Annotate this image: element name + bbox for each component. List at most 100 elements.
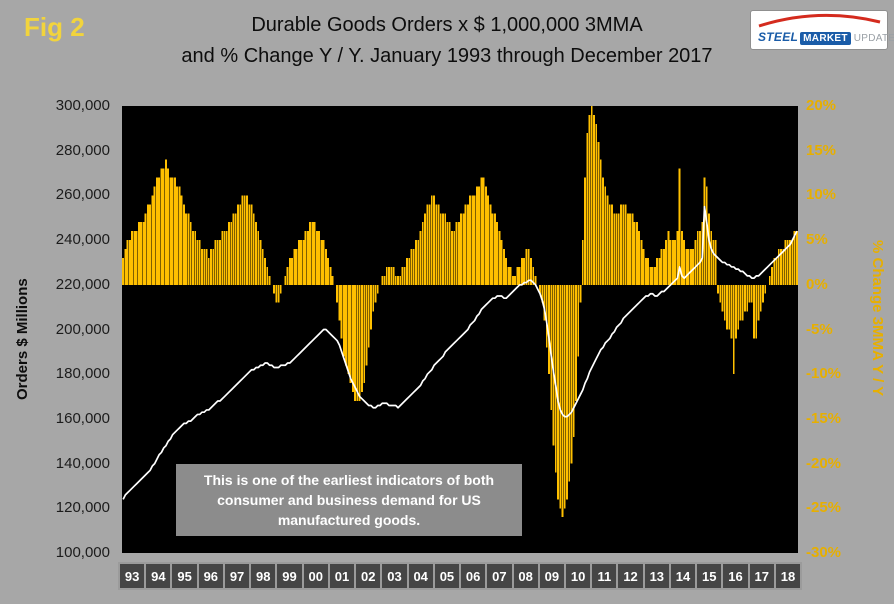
chart-title-line1: Durable Goods Orders x $ 1,000,000 3MMA bbox=[251, 14, 643, 36]
pct-change-bar bbox=[604, 186, 607, 285]
pct-change-bar bbox=[194, 231, 197, 285]
pct-change-bar bbox=[372, 284, 375, 312]
pct-change-bar bbox=[203, 249, 206, 285]
pct-change-bar bbox=[155, 177, 158, 285]
x-axis-year-label: 12 bbox=[618, 564, 643, 588]
pct-change-bar bbox=[563, 284, 566, 509]
pct-change-bar bbox=[261, 249, 264, 285]
pct-change-bar bbox=[793, 231, 796, 285]
pct-change-bar bbox=[401, 266, 404, 285]
pct-change-bar bbox=[151, 195, 154, 285]
pct-change-bar bbox=[365, 284, 368, 366]
pct-change-bar bbox=[548, 284, 550, 375]
pct-change-bar bbox=[342, 284, 345, 357]
pct-change-bar bbox=[219, 240, 221, 285]
pct-change-bar bbox=[746, 284, 749, 312]
pct-change-bar bbox=[329, 266, 332, 285]
pct-change-bar bbox=[764, 284, 767, 294]
pct-change-bar bbox=[750, 284, 753, 303]
pct-change-bar bbox=[782, 249, 785, 285]
pct-change-bar bbox=[608, 204, 611, 285]
pct-change-bar bbox=[653, 266, 656, 285]
pct-change-bar bbox=[726, 284, 728, 330]
pct-change-bar bbox=[683, 240, 686, 285]
pct-change-bar bbox=[671, 240, 674, 285]
pct-change-bar bbox=[437, 204, 440, 285]
pct-change-bar bbox=[354, 284, 357, 402]
pct-change-bar bbox=[171, 177, 174, 285]
pct-change-bar bbox=[237, 204, 239, 285]
left-axis-tick: 220,000 bbox=[55, 275, 110, 293]
pct-change-bar bbox=[462, 213, 465, 285]
pct-change-bar bbox=[428, 204, 431, 285]
pct-change-bar bbox=[399, 275, 402, 285]
x-axis-year-label: 14 bbox=[670, 564, 696, 588]
pct-change-bar bbox=[786, 240, 789, 285]
pct-change-bar bbox=[662, 249, 665, 285]
pct-change-bar bbox=[442, 213, 444, 285]
annotation-line: manufactured goods. bbox=[277, 512, 421, 529]
pct-change-bar bbox=[692, 249, 695, 285]
pct-change-bar bbox=[160, 168, 163, 285]
x-axis-year-label: 07 bbox=[487, 564, 512, 588]
pct-change-bar bbox=[534, 275, 537, 285]
pct-change-bar bbox=[496, 222, 499, 285]
pct-change-bar bbox=[122, 257, 124, 285]
pct-change-bar bbox=[511, 275, 514, 285]
pct-change-bar bbox=[255, 222, 257, 285]
pct-change-bar bbox=[647, 257, 650, 285]
x-axis-year-label: 02 bbox=[356, 564, 381, 588]
x-axis-year-strip: 93 94 95 96 97 98 99 00 01 02 03 04 05 06 07 08 09 10 11 12… bbox=[118, 562, 802, 590]
x-axis-year-label: 09 bbox=[539, 564, 564, 588]
pct-change-bar bbox=[210, 249, 212, 285]
pct-change-bar bbox=[710, 231, 713, 285]
pct-change-bar bbox=[561, 284, 564, 518]
pct-change-bar bbox=[322, 240, 325, 285]
pct-change-bar bbox=[417, 240, 420, 285]
left-axis-tick: 240,000 bbox=[55, 231, 110, 249]
pct-change-bar bbox=[358, 284, 361, 402]
pct-change-bar bbox=[406, 257, 408, 285]
pct-change-bar bbox=[232, 213, 235, 285]
logo-steel: STEEL bbox=[758, 30, 799, 44]
pct-change-bar bbox=[126, 240, 129, 285]
pct-change-bar bbox=[667, 231, 670, 285]
x-axis-year-label: 98 bbox=[251, 564, 276, 588]
pct-change-bar bbox=[748, 284, 751, 303]
pct-change-bar bbox=[487, 195, 490, 285]
pct-change-bar bbox=[543, 284, 546, 321]
pct-change-bar bbox=[721, 284, 724, 312]
pct-change-bar bbox=[525, 249, 528, 285]
x-axis-year-label: 18 bbox=[775, 564, 801, 588]
pct-change-bar bbox=[680, 231, 683, 285]
pct-change-bar bbox=[320, 240, 323, 285]
x-axis-year-label: 16 bbox=[723, 564, 748, 588]
pct-change-bar bbox=[313, 222, 316, 285]
pct-change-bar bbox=[509, 266, 512, 285]
chart-title: Durable Goods Orders x $ 1,000,000 3MMA … bbox=[130, 10, 764, 72]
pct-change-bar bbox=[243, 195, 246, 285]
pct-change-bar bbox=[201, 249, 203, 285]
pct-change-bar bbox=[484, 186, 487, 285]
pct-change-bar bbox=[732, 284, 735, 375]
pct-change-bar bbox=[131, 231, 134, 285]
pct-change-bar bbox=[284, 275, 287, 285]
pct-change-bar bbox=[617, 213, 620, 285]
pct-change-bar bbox=[584, 177, 586, 285]
pct-change-bar bbox=[568, 284, 571, 482]
left-axis-tick: 120,000 bbox=[55, 499, 110, 517]
pct-change-bar bbox=[615, 213, 618, 285]
pct-change-bar bbox=[516, 266, 519, 285]
pct-change-bar bbox=[291, 257, 293, 285]
pct-change-bar bbox=[588, 114, 591, 285]
pct-change-bar bbox=[784, 240, 787, 285]
pct-change-bar bbox=[187, 213, 190, 285]
pct-change-bar bbox=[225, 231, 228, 285]
pct-change-bar bbox=[176, 186, 179, 285]
pct-change-bar bbox=[435, 204, 438, 285]
pct-change-bar bbox=[527, 249, 530, 285]
pct-change-bar bbox=[502, 249, 505, 285]
pct-change-bar bbox=[518, 266, 521, 285]
pct-change-bar bbox=[153, 186, 156, 285]
pct-change-bar bbox=[356, 284, 359, 402]
